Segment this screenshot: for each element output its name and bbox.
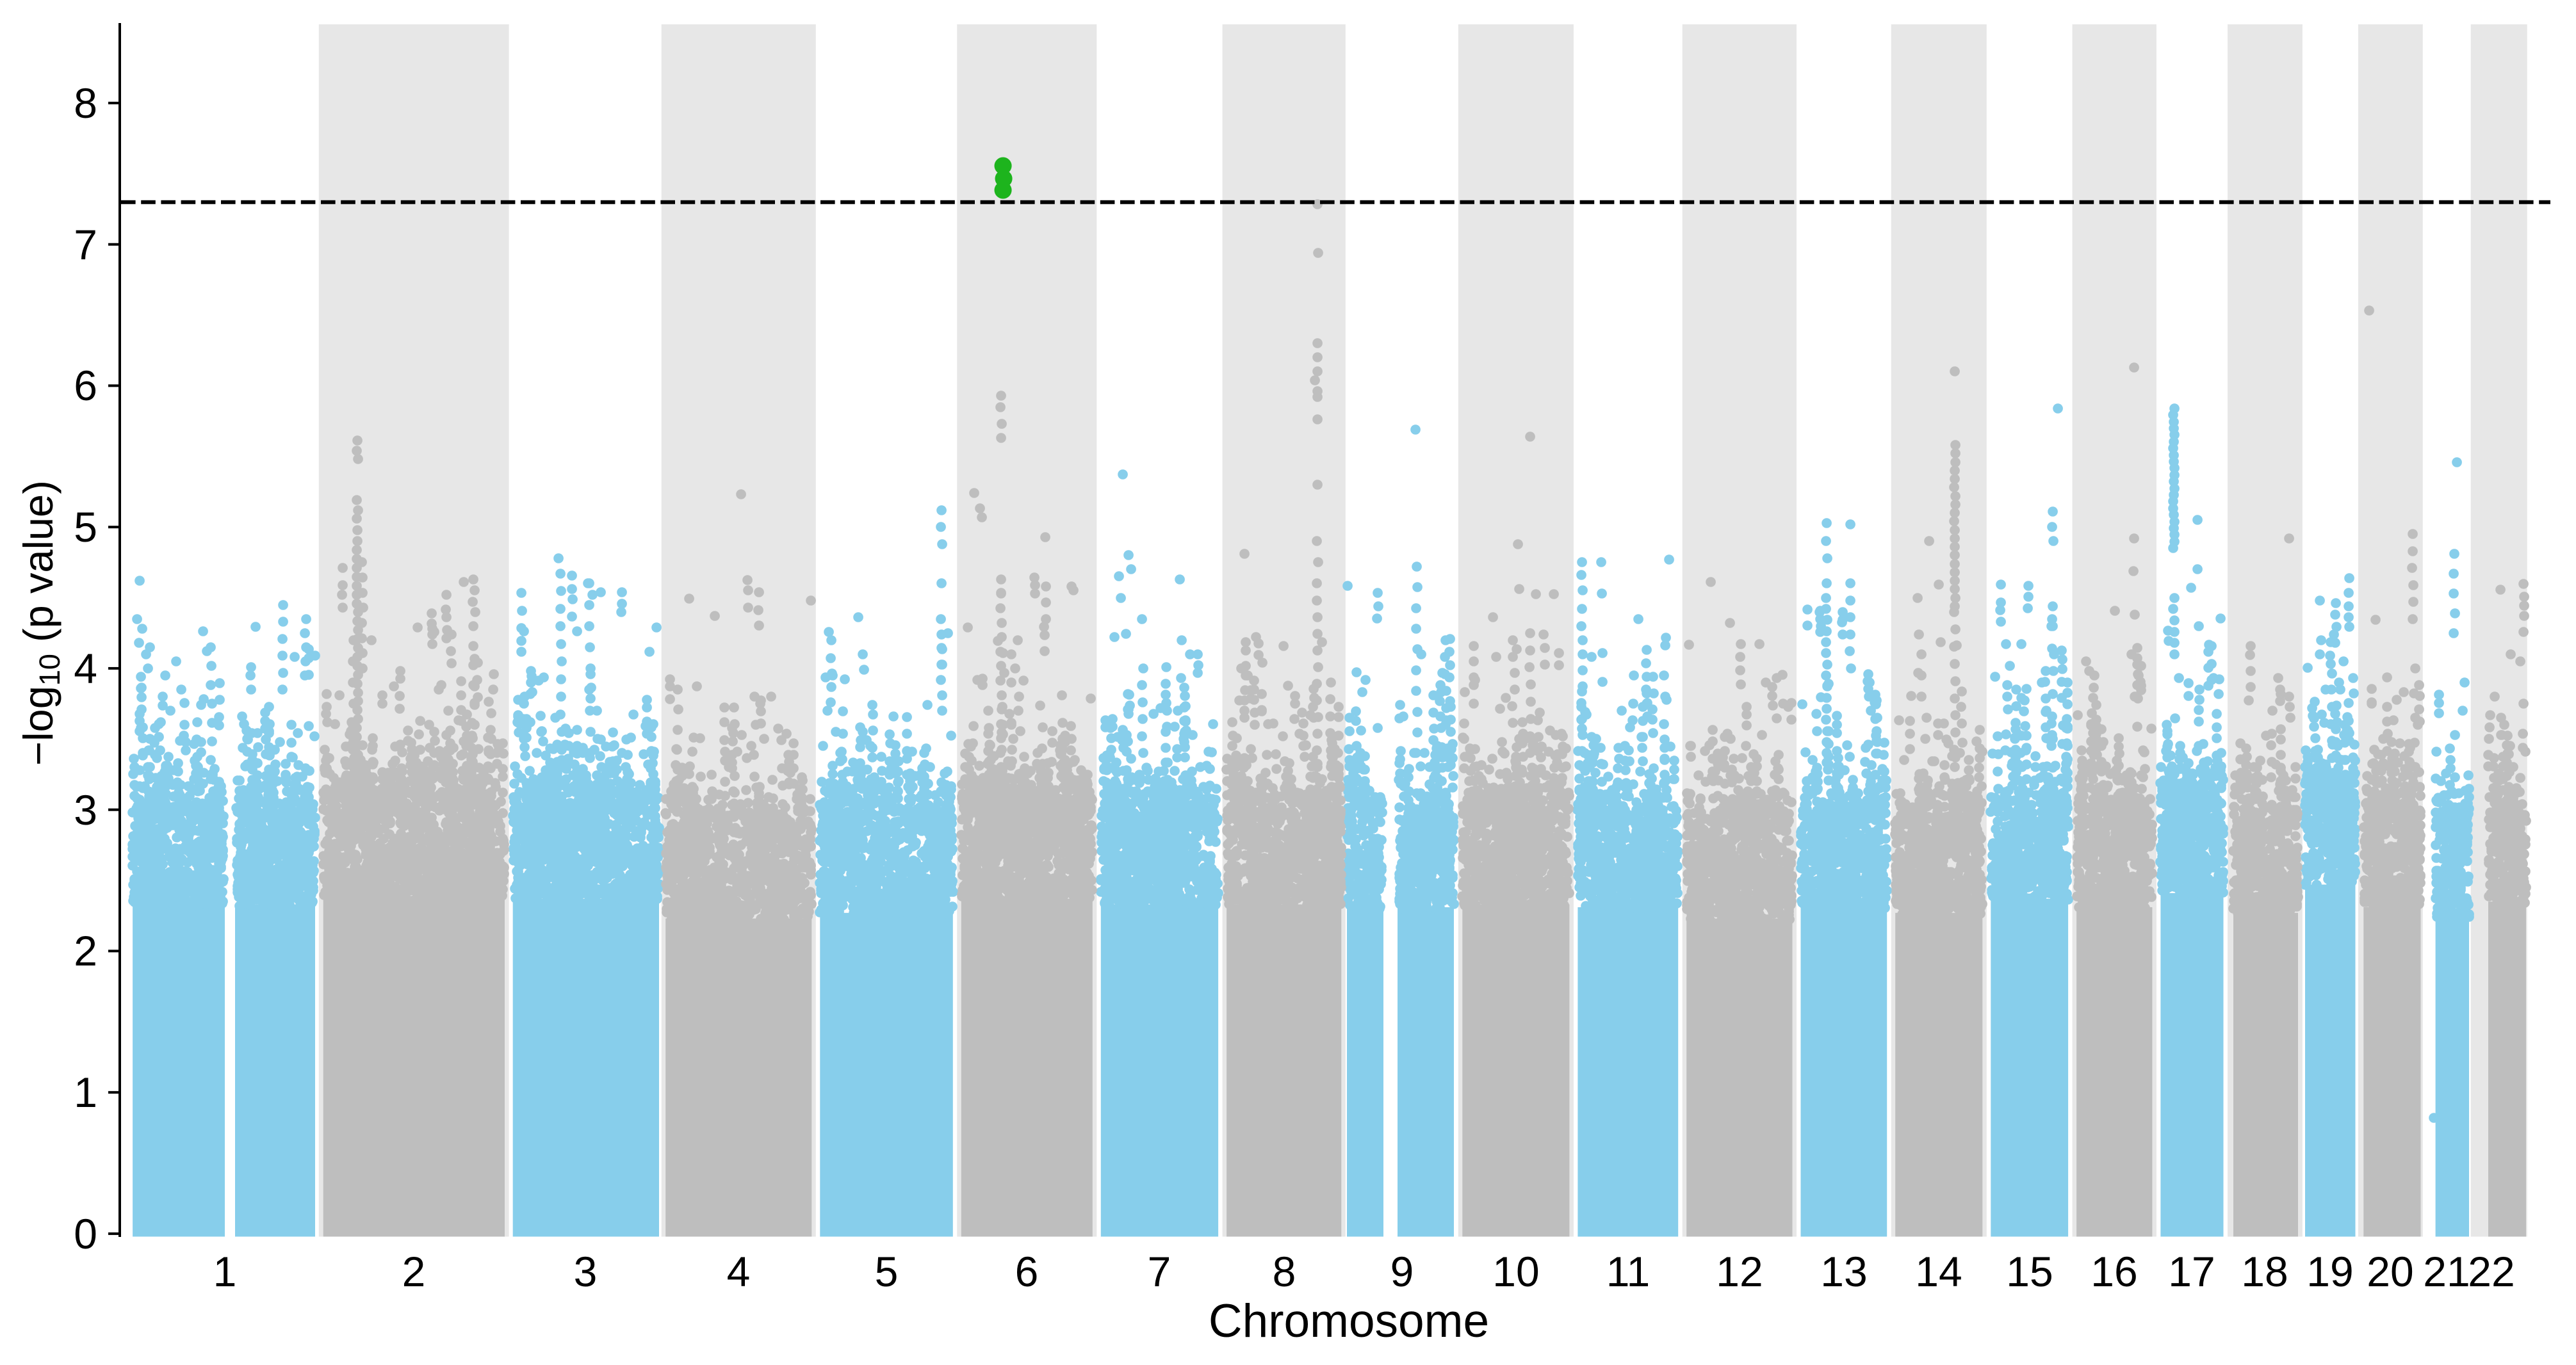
svg-text:7: 7 xyxy=(74,221,97,268)
svg-text:3: 3 xyxy=(574,1248,598,1295)
svg-text:5: 5 xyxy=(74,503,97,551)
svg-text:0: 0 xyxy=(74,1210,97,1257)
svg-text:10: 10 xyxy=(1492,1248,1539,1295)
svg-text:13: 13 xyxy=(1820,1248,1867,1295)
svg-text:1: 1 xyxy=(213,1248,237,1295)
svg-text:−log10 (p value): −log10 (p value) xyxy=(15,480,66,766)
svg-text:3: 3 xyxy=(74,786,97,834)
svg-text:4: 4 xyxy=(74,645,97,692)
svg-text:17: 17 xyxy=(2168,1248,2215,1295)
svg-text:4: 4 xyxy=(727,1248,751,1295)
svg-text:15: 15 xyxy=(2006,1248,2053,1295)
svg-text:6: 6 xyxy=(1015,1248,1039,1295)
svg-text:11: 11 xyxy=(1606,1248,1651,1295)
svg-text:16: 16 xyxy=(2091,1248,2137,1295)
svg-text:8: 8 xyxy=(74,79,97,127)
svg-text:22: 22 xyxy=(2468,1248,2515,1295)
svg-text:5: 5 xyxy=(875,1248,899,1295)
svg-text:2: 2 xyxy=(74,927,97,974)
svg-text:20: 20 xyxy=(2367,1248,2413,1295)
svg-text:7: 7 xyxy=(1148,1248,1171,1295)
svg-text:9: 9 xyxy=(1390,1248,1414,1295)
svg-text:12: 12 xyxy=(1716,1248,1763,1295)
svg-text:18: 18 xyxy=(2241,1248,2288,1295)
svg-text:Chromosome: Chromosome xyxy=(1209,1295,1489,1347)
svg-text:14: 14 xyxy=(1915,1248,1962,1295)
svg-text:21: 21 xyxy=(2423,1248,2470,1295)
svg-text:8: 8 xyxy=(1273,1248,1296,1295)
svg-text:19: 19 xyxy=(2306,1248,2353,1295)
svg-text:1: 1 xyxy=(74,1069,97,1116)
svg-text:2: 2 xyxy=(402,1248,426,1295)
svg-text:6: 6 xyxy=(74,362,97,409)
